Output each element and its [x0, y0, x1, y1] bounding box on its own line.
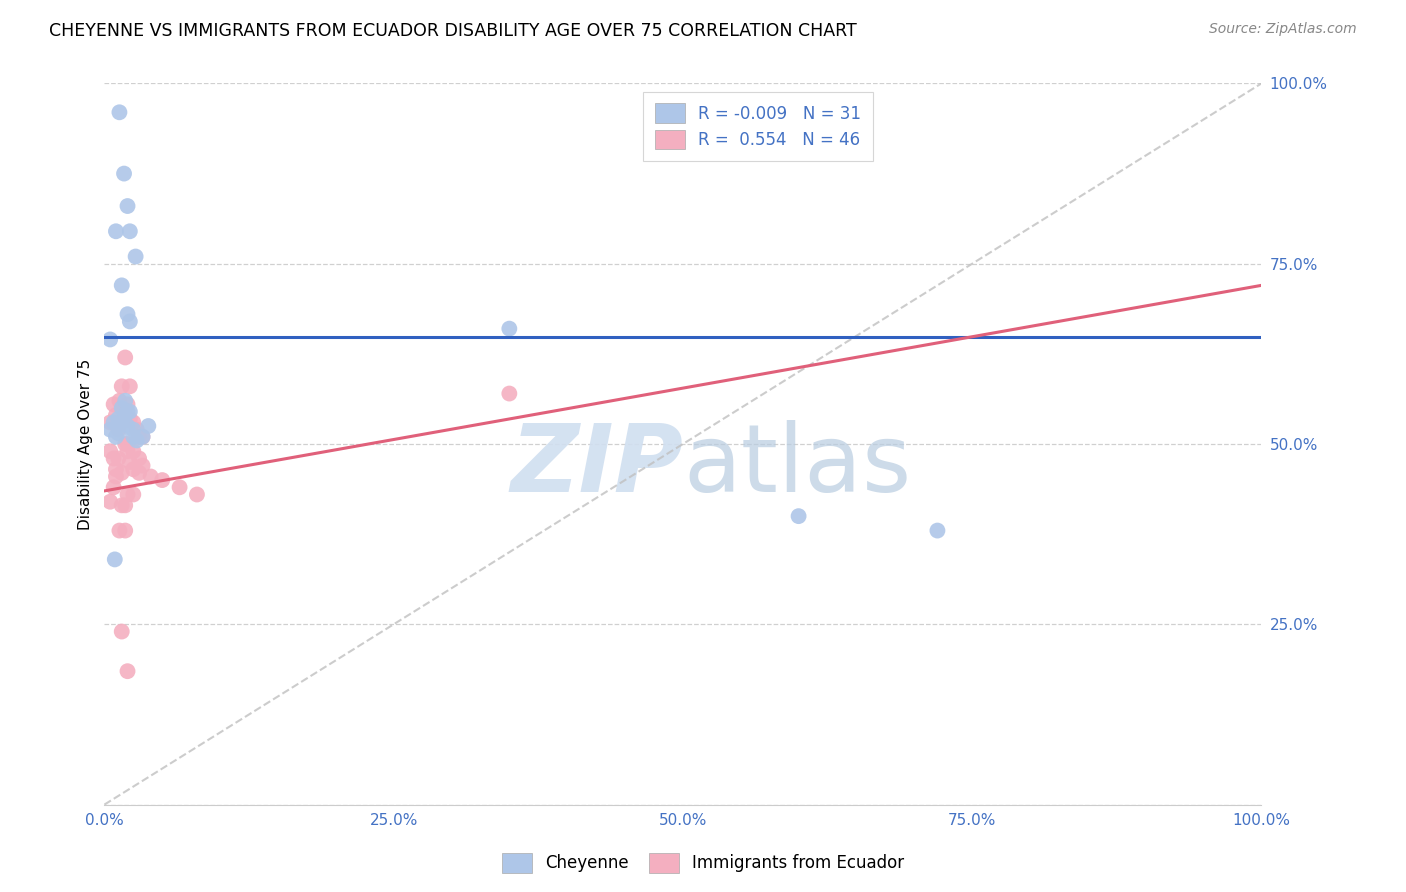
Point: [114, 524, 136, 538]
Point: [103, 480, 125, 494]
Point: [114, 408, 136, 422]
Point: [124, 250, 146, 264]
Point: [498, 321, 520, 335]
Point: [169, 480, 191, 494]
Point: [114, 437, 136, 451]
Point: [111, 379, 134, 393]
Point: [117, 404, 139, 418]
Point: [107, 451, 129, 466]
Point: [111, 466, 134, 480]
Point: [128, 451, 150, 466]
Point: [118, 379, 141, 393]
Point: [122, 416, 145, 430]
Point: [117, 444, 139, 458]
Point: [103, 451, 125, 466]
Point: [138, 419, 160, 434]
Legend: Cheyenne, Immigrants from Ecuador: Cheyenne, Immigrants from Ecuador: [495, 847, 911, 880]
Point: [104, 408, 127, 422]
Point: [111, 499, 134, 513]
Point: [117, 397, 139, 411]
Point: [111, 416, 134, 430]
Point: [125, 423, 148, 437]
Point: [498, 386, 520, 401]
Point: [111, 416, 134, 430]
Point: [186, 487, 208, 501]
Point: [98, 333, 121, 347]
Point: [98, 423, 121, 437]
Point: [139, 469, 162, 483]
Point: [131, 430, 153, 444]
Point: [117, 199, 139, 213]
Point: [122, 487, 145, 501]
Point: [111, 624, 134, 639]
Point: [104, 552, 127, 566]
Point: [118, 314, 141, 328]
Point: [117, 437, 139, 451]
Point: [111, 278, 134, 293]
Point: [122, 444, 145, 458]
Point: [118, 455, 141, 469]
Point: [108, 393, 131, 408]
Point: [131, 430, 153, 444]
Point: [108, 524, 131, 538]
Point: [107, 411, 129, 425]
Point: [98, 444, 121, 458]
Point: [114, 393, 136, 408]
Point: [117, 487, 139, 501]
Point: [114, 351, 136, 365]
Point: [107, 426, 129, 441]
Text: atlas: atlas: [683, 419, 911, 512]
Legend: R = -0.009   N = 31, R =  0.554   N = 46: R = -0.009 N = 31, R = 0.554 N = 46: [644, 92, 873, 161]
Point: [150, 473, 173, 487]
Text: ZIP: ZIP: [510, 419, 683, 512]
Point: [114, 499, 136, 513]
Point: [98, 494, 121, 508]
Point: [103, 397, 125, 411]
Point: [787, 509, 810, 524]
Point: [118, 224, 141, 238]
Point: [118, 411, 141, 425]
Point: [104, 430, 127, 444]
Point: [104, 469, 127, 483]
Point: [112, 167, 135, 181]
Point: [128, 430, 150, 444]
Point: [103, 416, 125, 430]
Point: [98, 416, 121, 430]
Point: [118, 404, 141, 418]
Point: [111, 401, 134, 415]
Point: [125, 434, 148, 448]
Point: [131, 458, 153, 473]
Text: CHEYENNE VS IMMIGRANTS FROM ECUADOR DISABILITY AGE OVER 75 CORRELATION CHART: CHEYENNE VS IMMIGRANTS FROM ECUADOR DISA…: [49, 22, 858, 40]
Point: [117, 307, 139, 321]
Point: [117, 664, 139, 678]
Point: [107, 423, 129, 437]
Point: [128, 466, 150, 480]
Point: [114, 408, 136, 422]
Point: [122, 423, 145, 437]
Point: [104, 224, 127, 238]
Point: [104, 462, 127, 476]
Text: Source: ZipAtlas.com: Source: ZipAtlas.com: [1209, 22, 1357, 37]
Point: [122, 462, 145, 476]
Point: [122, 430, 145, 444]
Point: [117, 419, 139, 434]
Point: [927, 524, 949, 538]
Y-axis label: Disability Age Over 75: Disability Age Over 75: [79, 359, 93, 530]
Point: [108, 105, 131, 120]
